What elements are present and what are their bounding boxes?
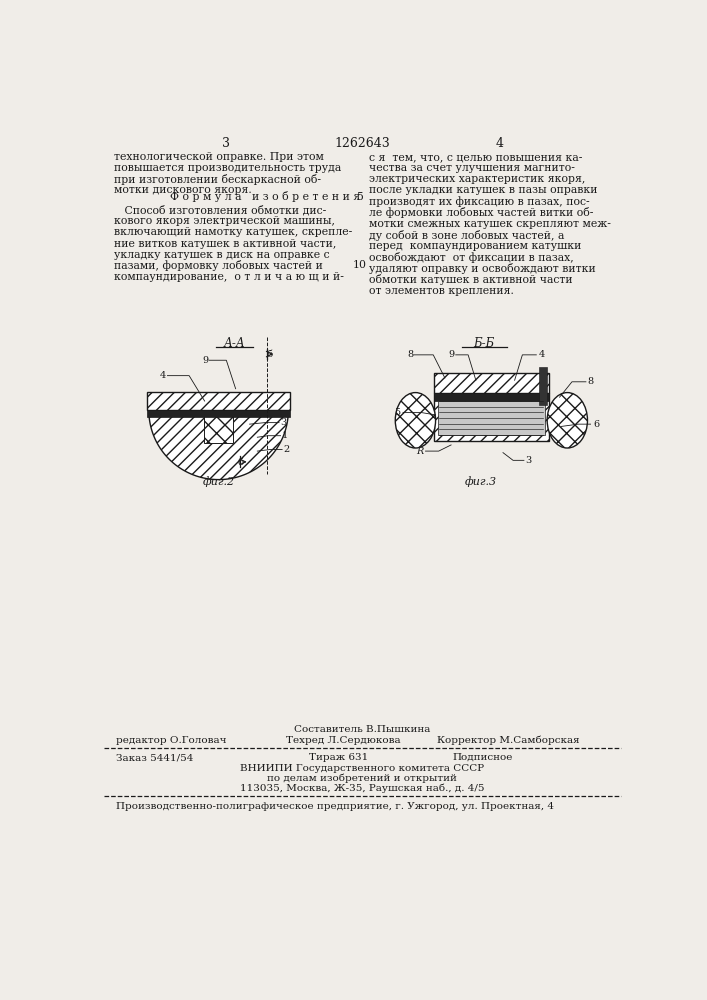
- Text: Ф о р м у л а   и з о б р е т е н и я: Ф о р м у л а и з о б р е т е н и я: [170, 192, 360, 202]
- Text: 9: 9: [448, 350, 454, 359]
- Text: R: R: [416, 447, 423, 456]
- Text: Подписное: Подписное: [452, 753, 513, 762]
- Text: 4: 4: [539, 350, 545, 359]
- Text: мотки смежных катушек скрепляют меж-: мотки смежных катушек скрепляют меж-: [369, 219, 611, 229]
- Text: с я  тем, что, с целью повышения ка-: с я тем, что, с целью повышения ка-: [369, 152, 583, 162]
- Text: Корректор М.Самборская: Корректор М.Самборская: [437, 736, 580, 745]
- Text: 6: 6: [593, 420, 599, 429]
- Text: технологической оправке. При этом: технологической оправке. При этом: [114, 152, 324, 162]
- Text: 4: 4: [160, 371, 166, 380]
- Text: кового якоря электрической машины,: кового якоря электрической машины,: [114, 216, 335, 226]
- Bar: [204, 410, 233, 443]
- Text: от элементов крепления.: от элементов крепления.: [369, 286, 514, 296]
- Bar: [539, 367, 547, 405]
- Text: ние витков катушек в активной части,: ние витков катушек в активной части,: [114, 239, 337, 249]
- Text: 5: 5: [394, 408, 400, 417]
- Text: производят их фиксацию в пазах, пос-: производят их фиксацию в пазах, пос-: [369, 196, 590, 207]
- Text: 3: 3: [281, 418, 287, 427]
- Text: чества за счет улучшения магнито-: чества за счет улучшения магнито-: [369, 163, 575, 173]
- Text: Способ изготовления обмотки дис-: Способ изготовления обмотки дис-: [114, 205, 326, 215]
- Bar: [438, 401, 545, 435]
- Text: Производственно-полиграфическое предприятие, г. Ужгород, ул. Проектная, 4: Производственно-полиграфическое предприя…: [115, 802, 554, 811]
- Text: 1262643: 1262643: [334, 137, 390, 150]
- Text: 1: 1: [282, 431, 288, 440]
- Text: после укладки катушек в пазы оправки: после укладки катушек в пазы оправки: [369, 185, 597, 195]
- Bar: [434, 373, 549, 393]
- Text: редактор О.Головач: редактор О.Головач: [115, 736, 226, 745]
- Text: ВНИИПИ Государственного комитета СССР: ВНИИПИ Государственного комитета СССР: [240, 764, 484, 773]
- Text: фиг.2: фиг.2: [202, 477, 235, 487]
- Text: 8: 8: [407, 350, 413, 359]
- Bar: [147, 410, 290, 417]
- Text: мотки дискового якоря.: мотки дискового якоря.: [114, 185, 252, 195]
- Text: 4: 4: [495, 137, 503, 150]
- Text: фиг.3: фиг.3: [464, 477, 496, 487]
- Text: компаундирование,  о т л и ч а ю щ и й-: компаундирование, о т л и ч а ю щ и й-: [114, 272, 344, 282]
- Text: Б-Б: Б-Б: [473, 337, 494, 350]
- Text: по делам изобретений и открытий: по делам изобретений и открытий: [267, 774, 457, 783]
- Text: ле формовки лобовых частей витки об-: ле формовки лобовых частей витки об-: [369, 207, 593, 218]
- Text: освобождают  от фиксации в пазах,: освобождают от фиксации в пазах,: [369, 252, 573, 263]
- Text: 10: 10: [353, 260, 367, 270]
- Polygon shape: [149, 410, 288, 480]
- Text: включающий намотку катушек, скрепле-: включающий намотку катушек, скрепле-: [114, 227, 352, 237]
- Text: перед  компаундированием катушки: перед компаундированием катушки: [369, 241, 581, 251]
- Text: Заказ 5441/54: Заказ 5441/54: [115, 753, 193, 762]
- Text: пазами, формовку лобовых частей и: пазами, формовку лобовых частей и: [114, 260, 323, 271]
- Text: при изготовлении бескаркасной об-: при изготовлении бескаркасной об-: [114, 174, 321, 185]
- Bar: [434, 393, 549, 441]
- Text: 3: 3: [221, 137, 230, 150]
- Bar: [434, 393, 549, 401]
- Text: Техред Л.Сердюкова: Техред Л.Сердюкова: [286, 736, 401, 745]
- Text: 113035, Москва, Ж-35, Раушская наб., д. 4/5: 113035, Москва, Ж-35, Раушская наб., д. …: [240, 784, 484, 793]
- Text: обмотки катушек в активной части: обмотки катушек в активной части: [369, 274, 573, 285]
- Text: 8: 8: [588, 377, 594, 386]
- Text: Тираж 631: Тираж 631: [309, 753, 368, 762]
- Text: укладку катушек в диск на оправке с: укладку катушек в диск на оправке с: [114, 250, 329, 260]
- Text: б: б: [237, 458, 243, 467]
- Text: 2: 2: [284, 445, 290, 454]
- Text: 9: 9: [202, 356, 209, 365]
- Text: 5: 5: [356, 192, 363, 202]
- Text: Составитель В.Пышкина: Составитель В.Пышкина: [294, 725, 430, 734]
- Text: А-А: А-А: [223, 337, 245, 350]
- Text: повышается производительность труда: повышается производительность труда: [114, 163, 341, 173]
- Text: б: б: [267, 350, 273, 359]
- Ellipse shape: [547, 393, 588, 448]
- Text: 3: 3: [525, 456, 532, 465]
- Text: ду собой в зоне лобовых частей, а: ду собой в зоне лобовых частей, а: [369, 230, 564, 241]
- Ellipse shape: [395, 393, 436, 448]
- Text: электрических характеристик якоря,: электрических характеристик якоря,: [369, 174, 585, 184]
- Bar: [147, 392, 290, 410]
- Text: удаляют оправку и освобождают витки: удаляют оправку и освобождают витки: [369, 263, 596, 274]
